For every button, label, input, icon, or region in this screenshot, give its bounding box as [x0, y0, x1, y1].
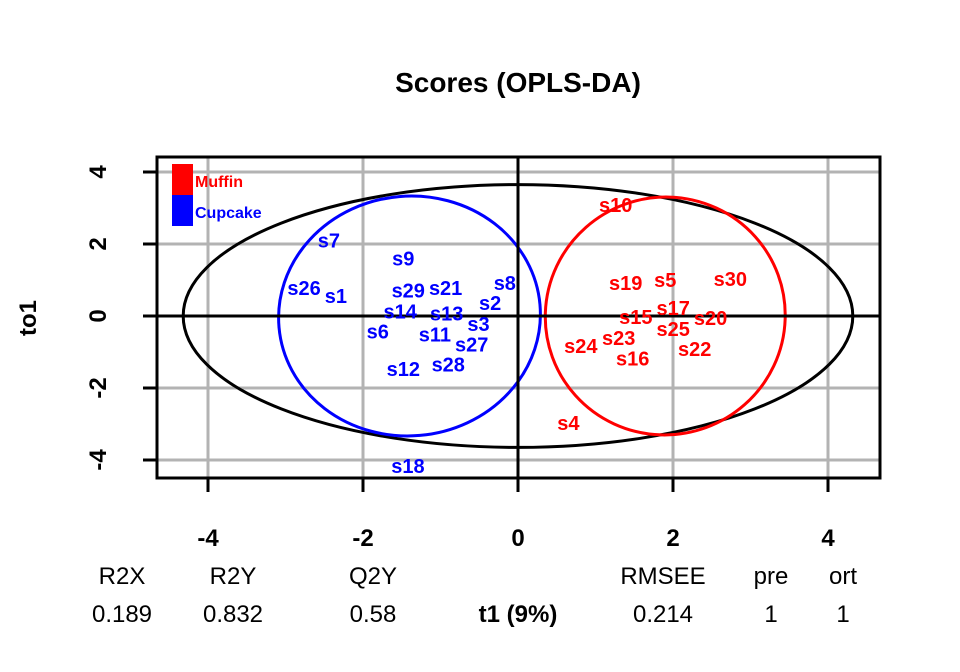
point-label-s9: s9 [392, 248, 414, 270]
stat-header-rmsee: RMSEE [620, 563, 705, 590]
stat-value-rmsee: 0.214 [633, 601, 693, 628]
point-label-s28: s28 [432, 354, 465, 376]
point-label-s8: s8 [494, 273, 516, 295]
point-label-s25: s25 [657, 319, 690, 341]
point-label-s11: s11 [419, 324, 451, 346]
legend-label-muffin: Muffin [195, 174, 243, 191]
y-tick-label: 4 [85, 165, 112, 179]
ellipse-cupcake [277, 194, 542, 438]
stat-value-r2x: 0.189 [92, 601, 152, 628]
point-label-s15: s15 [619, 307, 652, 329]
point-label-s21: s21 [429, 278, 462, 300]
point-label-s18: s18 [391, 456, 424, 478]
point-label-s19: s19 [609, 273, 642, 295]
legend-swatch-muffin [172, 164, 193, 195]
x-tick-label: 4 [821, 525, 835, 552]
x-tick-label: 2 [666, 525, 679, 552]
x-tick-label: -4 [197, 525, 219, 552]
chart-title: Scores (OPLS-DA) [395, 67, 641, 98]
point-label-s10: s10 [599, 195, 632, 217]
stat-value-ort: 1 [836, 601, 849, 628]
point-label-s24: s24 [564, 336, 598, 358]
point-label-s14: s14 [384, 301, 418, 323]
point-label-s22: s22 [678, 339, 711, 361]
point-label-s30: s30 [714, 269, 747, 291]
point-label-s29: s29 [392, 280, 425, 302]
stat-header-q2y: Q2Y [349, 563, 397, 590]
stat-value-q2y: 0.58 [350, 601, 397, 628]
point-label-s17: s17 [657, 298, 690, 320]
point-label-s20: s20 [694, 308, 727, 330]
stat-header-ort: ort [829, 563, 857, 590]
x-axis-label: t1 (9%) [479, 601, 558, 628]
point-label-s16: s16 [616, 348, 649, 370]
point-label-s27: s27 [455, 334, 488, 356]
ellipse-muffin [543, 195, 787, 437]
stat-value-pre: 1 [764, 601, 777, 628]
y-tick-label: -4 [85, 449, 112, 471]
x-tick-label: -2 [352, 525, 373, 552]
y-tick-label: -2 [85, 377, 112, 398]
point-label-s1: s1 [325, 286, 347, 308]
y-tick-label: 2 [85, 237, 112, 250]
stat-header-r2x: R2X [99, 563, 146, 590]
point-label-s4: s4 [557, 413, 580, 435]
point-label-s26: s26 [287, 278, 320, 300]
y-axis-label: to1 [15, 300, 42, 336]
point-label-s3: s3 [467, 314, 489, 336]
point-label-s23: s23 [602, 328, 635, 350]
stat-header-pre: pre [754, 563, 789, 590]
x-tick-label: 0 [511, 525, 524, 552]
point-label-s12: s12 [387, 359, 420, 381]
point-label-s5: s5 [654, 270, 676, 292]
stat-header-r2y: R2Y [210, 563, 257, 590]
stat-value-r2y: 0.832 [203, 601, 263, 628]
point-label-s6: s6 [367, 322, 389, 344]
y-tick-label: 0 [85, 309, 112, 322]
point-label-s2: s2 [479, 293, 501, 315]
legend-swatch-cupcake [172, 195, 193, 226]
legend-label-cupcake: Cupcake [195, 205, 262, 222]
point-label-s13: s13 [430, 303, 463, 325]
point-label-s7: s7 [318, 230, 340, 252]
